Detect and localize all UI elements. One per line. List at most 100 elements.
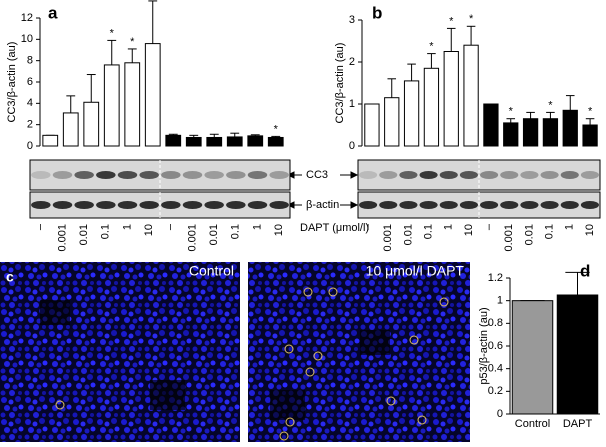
x-tick-label: 0.001 (186, 224, 198, 252)
bar (556, 294, 599, 415)
blot-band (52, 201, 73, 209)
blot-band (117, 201, 138, 209)
panel-letter: b (372, 3, 382, 22)
bar (542, 118, 559, 147)
x-tick-label: – (362, 223, 374, 230)
x-tick-label: Control (515, 418, 550, 430)
y-tick-label: 0 (497, 408, 503, 420)
bar (403, 80, 420, 147)
significance-star: * (130, 36, 135, 48)
y-tick-label: 6 (27, 76, 33, 88)
y-tick-label: 0 (349, 140, 355, 152)
blot-band (96, 201, 116, 209)
blot-band (161, 201, 181, 209)
y-tick-label: 0.6 (488, 340, 503, 352)
image-label: Control (189, 263, 234, 279)
blot-band (31, 171, 51, 179)
bar (185, 136, 202, 147)
bar (503, 122, 519, 147)
significance-star: * (110, 27, 115, 39)
x-tick-label: 10 (584, 224, 596, 236)
y-tick-label: 0 (27, 140, 33, 152)
y-tick-label: 0.8 (488, 317, 503, 329)
bar (443, 51, 459, 147)
blot-label: β-actin (306, 199, 339, 211)
y-tick-label: 1 (497, 295, 503, 307)
blot-band (139, 171, 159, 179)
bar (562, 109, 578, 147)
bar (206, 136, 223, 147)
bar (62, 112, 79, 147)
bar (384, 97, 400, 147)
y-axis-title: p53/β-actin (au) (478, 307, 490, 384)
blot-band (226, 201, 246, 209)
blot-band (74, 171, 94, 179)
blot-band (139, 201, 159, 209)
y-tick-label: 2 (349, 56, 355, 68)
bar (463, 44, 479, 147)
blot-band (269, 201, 289, 209)
y-axis-title: CC3/β-actin (au) (334, 43, 346, 124)
blot-band (399, 171, 418, 179)
x-tick-label: 0.01 (208, 224, 220, 245)
blot-band (439, 171, 458, 179)
x-tick-label: 0.01 (402, 224, 414, 245)
bar (144, 43, 161, 147)
bar (247, 135, 264, 147)
blot-band (480, 171, 499, 179)
y-tick-label: 1.2 (488, 272, 503, 284)
blot-band (161, 171, 181, 179)
bar (103, 64, 120, 147)
blot-band (359, 201, 378, 209)
blot-arrows (286, 171, 359, 209)
x-tick-label: 1 (121, 224, 133, 230)
blot-band (74, 201, 94, 209)
blot-band (560, 201, 579, 209)
bar (42, 134, 59, 147)
blot-band (459, 201, 478, 209)
blot-band (560, 171, 579, 179)
y-tick-label: 4 (27, 97, 33, 109)
bar (423, 67, 440, 147)
bar (83, 101, 100, 147)
x-tick-label: 1 (443, 224, 455, 230)
blot-band (439, 201, 458, 209)
y-tick-label: 12 (21, 12, 33, 24)
blot-band (182, 201, 203, 209)
x-tick-label: 0.01 (78, 224, 90, 245)
blot-band (520, 171, 539, 179)
significance-star: * (449, 15, 454, 27)
x-tick-label: 0.1 (543, 224, 555, 239)
significance-star: * (509, 106, 514, 118)
x-tick-label: 1 (564, 224, 576, 230)
significance-star: * (588, 106, 593, 118)
micrograph-dapt (248, 262, 470, 442)
blot-band (204, 201, 224, 209)
y-tick-label: 2 (27, 119, 33, 131)
blot-band (204, 171, 224, 179)
bar (483, 103, 499, 147)
x-tick-label: 0.01 (523, 224, 535, 245)
bar (226, 136, 243, 147)
x-tick-label: 0.001 (503, 224, 515, 252)
bar (522, 118, 539, 147)
blot-band (500, 171, 519, 179)
blot-band (580, 171, 599, 179)
blot-band (419, 201, 438, 209)
panel-letter: a (48, 3, 58, 22)
blot-band (52, 171, 73, 179)
blot-band (480, 201, 499, 209)
blot-band (540, 171, 559, 179)
blot-band (226, 171, 246, 179)
y-tick-label: 1 (349, 98, 355, 110)
bar (267, 136, 284, 147)
x-tick-label: – (165, 223, 177, 230)
y-tick-label: 8 (27, 55, 33, 67)
bar (165, 134, 182, 147)
y-tick-label: 0.4 (488, 363, 503, 375)
blot-band (540, 201, 559, 209)
blot-band (419, 171, 438, 179)
x-tick-label: 0.1 (230, 224, 242, 239)
y-tick-label: 10 (21, 33, 33, 45)
micrograph-control (0, 262, 240, 442)
